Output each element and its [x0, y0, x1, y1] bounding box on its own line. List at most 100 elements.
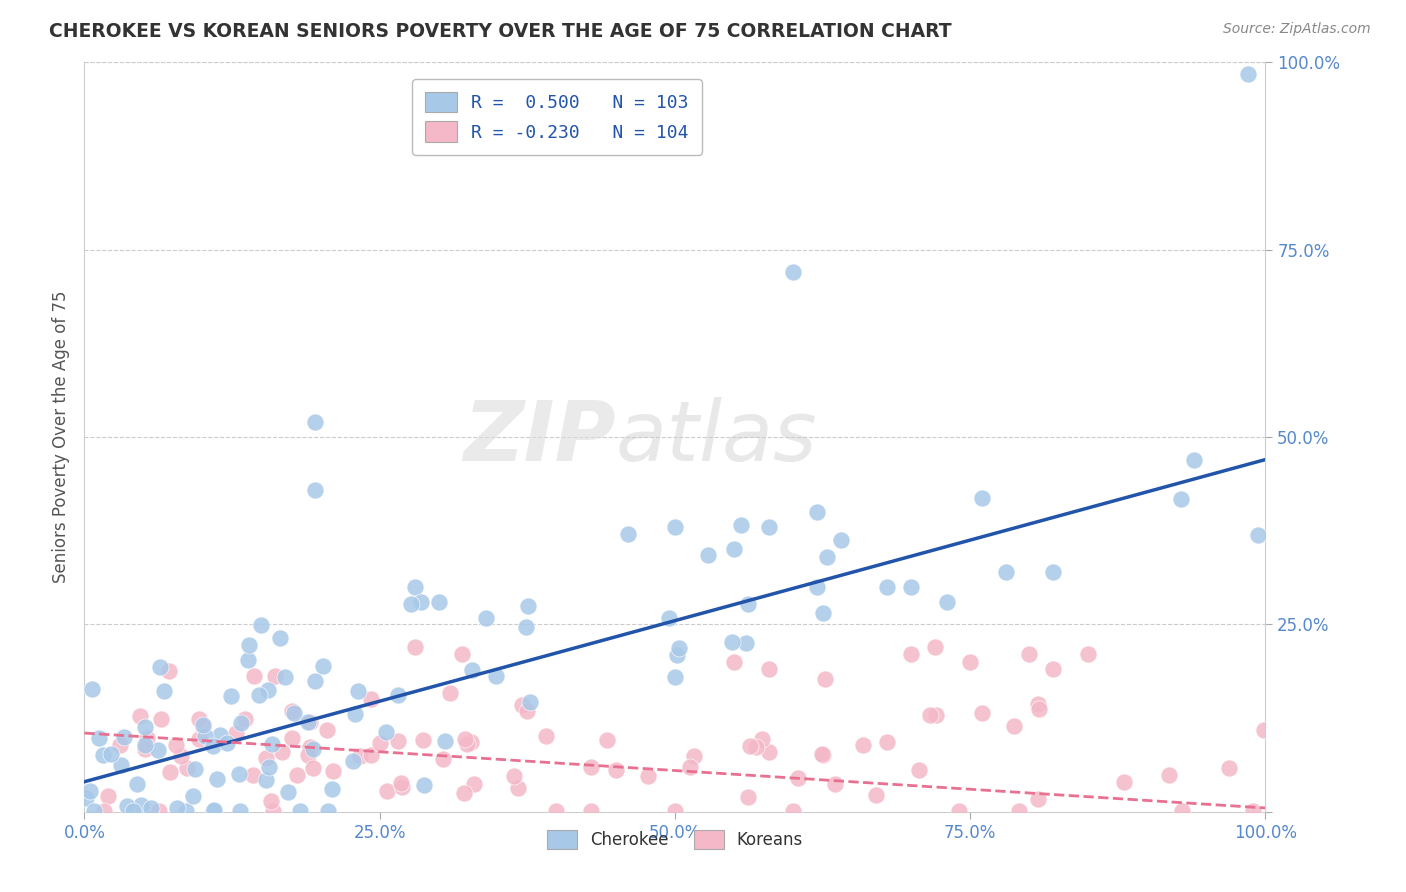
- Point: [474, 611, 496, 625]
- Point: [516, 599, 538, 613]
- Point: [215, 736, 238, 750]
- Point: [579, 804, 602, 818]
- Point: [908, 763, 931, 777]
- Point: [269, 631, 291, 645]
- Point: [128, 709, 150, 723]
- Point: [166, 801, 188, 815]
- Point: [463, 777, 485, 791]
- Point: [787, 771, 810, 785]
- Point: [208, 729, 231, 743]
- Point: [456, 737, 478, 751]
- Point: [412, 732, 434, 747]
- Point: [1042, 565, 1064, 579]
- Point: [1112, 774, 1135, 789]
- Point: [281, 731, 304, 745]
- Point: [174, 804, 197, 818]
- Point: [1002, 719, 1025, 733]
- Point: [409, 595, 432, 609]
- Point: [257, 760, 280, 774]
- Point: [399, 597, 422, 611]
- Point: [134, 742, 156, 756]
- Point: [368, 736, 391, 750]
- Point: [1026, 697, 1049, 711]
- Point: [824, 777, 846, 791]
- Point: [254, 750, 277, 764]
- Legend: Cherokee, Koreans: Cherokee, Koreans: [540, 823, 810, 855]
- Point: [404, 640, 426, 654]
- Point: [277, 784, 299, 798]
- Point: [616, 527, 638, 541]
- Point: [262, 737, 284, 751]
- Point: [316, 723, 339, 737]
- Point: [360, 692, 382, 706]
- Point: [461, 664, 484, 678]
- Point: [304, 415, 326, 429]
- Point: [91, 748, 114, 763]
- Point: [139, 801, 162, 815]
- Point: [579, 760, 602, 774]
- Point: [238, 653, 260, 667]
- Point: [238, 638, 260, 652]
- Point: [865, 788, 887, 802]
- Point: [924, 640, 946, 654]
- Point: [515, 620, 537, 634]
- Point: [311, 659, 333, 673]
- Point: [187, 712, 209, 726]
- Point: [79, 784, 101, 798]
- Point: [202, 803, 225, 817]
- Point: [127, 776, 149, 790]
- Point: [100, 747, 122, 762]
- Point: [229, 804, 252, 818]
- Point: [1182, 453, 1205, 467]
- Point: [453, 786, 475, 800]
- Point: [664, 520, 686, 534]
- Point: [122, 804, 145, 818]
- Point: [1028, 792, 1050, 806]
- Point: [83, 804, 105, 818]
- Point: [427, 595, 450, 609]
- Point: [302, 761, 325, 775]
- Point: [413, 778, 436, 792]
- Point: [682, 749, 704, 764]
- Point: [1077, 648, 1099, 662]
- Point: [304, 673, 326, 688]
- Point: [876, 735, 898, 749]
- Point: [519, 695, 541, 709]
- Point: [184, 763, 207, 777]
- Point: [375, 784, 398, 798]
- Point: [242, 767, 264, 781]
- Point: [247, 688, 270, 702]
- Point: [948, 804, 970, 818]
- Point: [149, 660, 172, 674]
- Point: [152, 684, 174, 698]
- Point: [283, 706, 305, 721]
- Point: [193, 718, 215, 732]
- Point: [270, 745, 292, 759]
- Point: [262, 804, 284, 818]
- Point: [250, 618, 273, 632]
- Point: [460, 735, 482, 749]
- Point: [1253, 723, 1275, 737]
- Text: atlas: atlas: [616, 397, 817, 477]
- Point: [288, 804, 311, 818]
- Point: [115, 799, 138, 814]
- Point: [243, 668, 266, 682]
- Point: [150, 712, 173, 726]
- Point: [1007, 804, 1029, 818]
- Point: [813, 672, 835, 686]
- Point: [297, 748, 319, 763]
- Point: [758, 520, 780, 534]
- Point: [737, 789, 759, 804]
- Point: [228, 767, 250, 781]
- Point: [297, 714, 319, 729]
- Point: [972, 706, 994, 721]
- Point: [485, 668, 508, 682]
- Point: [815, 549, 838, 564]
- Point: [193, 730, 215, 744]
- Point: [1218, 762, 1240, 776]
- Point: [1018, 648, 1040, 662]
- Point: [404, 580, 426, 594]
- Point: [129, 798, 152, 813]
- Point: [434, 733, 457, 747]
- Text: ZIP: ZIP: [463, 397, 616, 477]
